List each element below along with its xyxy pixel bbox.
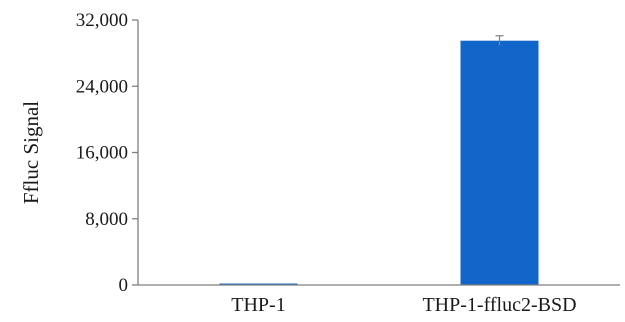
y-axis-ticks: 0 8,000 16,000 24,000 32,000: [76, 10, 138, 296]
bars: [219, 40, 539, 285]
y-axis-title: Ffluc Signal: [19, 101, 43, 204]
y-tick-label: 0: [119, 275, 129, 296]
y-tick-label: 16,000: [76, 143, 128, 164]
x-tick-label: THP-1-ffluc2-BSD: [422, 294, 576, 316]
x-axis-labels: THP-1 THP-1-ffluc2-BSD: [231, 294, 576, 316]
y-tick-label: 32,000: [76, 10, 128, 31]
x-tick-label: THP-1: [231, 294, 285, 316]
y-tick-label: 24,000: [76, 76, 128, 97]
bar: [460, 40, 539, 285]
y-tick-label: 8,000: [85, 209, 128, 230]
error-bars: [495, 35, 504, 46]
bar: [219, 283, 298, 285]
